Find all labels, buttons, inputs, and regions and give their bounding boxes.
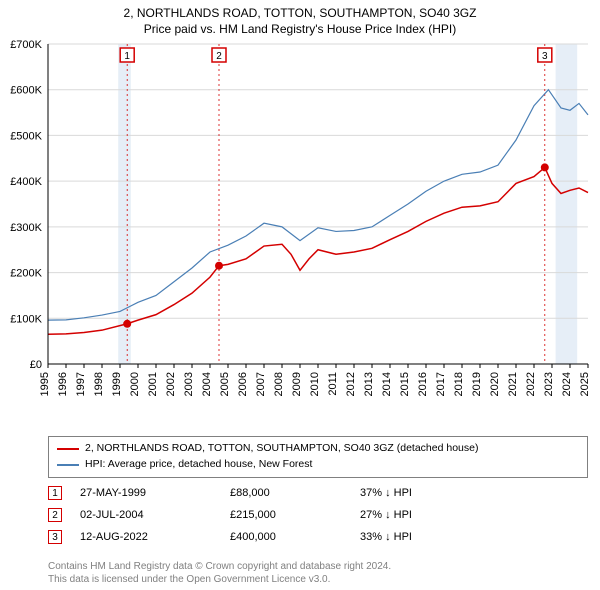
- chart-plot-area: £0£100K£200K£300K£400K£500K£600K£700K199…: [48, 44, 588, 404]
- legend-box: 2, NORTHLANDS ROAD, TOTTON, SOUTHAMPTON,…: [48, 436, 588, 478]
- svg-text:£600K: £600K: [10, 85, 42, 97]
- event-diff-2: 27% ↓ HPI: [360, 509, 588, 521]
- svg-text:£500K: £500K: [10, 130, 42, 142]
- svg-text:2000: 2000: [129, 372, 141, 396]
- svg-text:2024: 2024: [561, 372, 573, 396]
- svg-text:1998: 1998: [93, 372, 105, 396]
- event-marker-1: 1: [48, 486, 62, 500]
- svg-text:2011: 2011: [327, 372, 339, 396]
- legend-row-2: HPI: Average price, detached house, New …: [57, 457, 579, 473]
- svg-text:2025: 2025: [579, 372, 591, 396]
- legend-swatch-2: [57, 464, 79, 466]
- svg-text:1: 1: [124, 51, 130, 62]
- svg-text:2005: 2005: [219, 372, 231, 396]
- event-date-2: 02-JUL-2004: [80, 509, 230, 521]
- event-marker-3: 3: [48, 530, 62, 544]
- svg-text:2001: 2001: [147, 372, 159, 396]
- svg-text:2021: 2021: [507, 372, 519, 396]
- svg-text:1997: 1997: [75, 372, 87, 396]
- legend-swatch-1: [57, 448, 79, 450]
- event-row-1: 1 27-MAY-1999 £88,000 37% ↓ HPI: [48, 482, 588, 504]
- event-diff-3: 33% ↓ HPI: [360, 531, 588, 543]
- event-diff-1: 37% ↓ HPI: [360, 487, 588, 499]
- svg-text:1995: 1995: [39, 372, 51, 396]
- svg-text:£0: £0: [30, 359, 42, 371]
- svg-text:2015: 2015: [399, 372, 411, 396]
- chart-container: 2, NORTHLANDS ROAD, TOTTON, SOUTHAMPTON,…: [0, 0, 600, 590]
- svg-text:2009: 2009: [291, 372, 303, 396]
- chart-svg: £0£100K£200K£300K£400K£500K£600K£700K199…: [48, 44, 588, 404]
- footer-line-2: This data is licensed under the Open Gov…: [48, 573, 588, 586]
- footer-line-1: Contains HM Land Registry data © Crown c…: [48, 560, 588, 573]
- svg-text:£200K: £200K: [10, 268, 42, 280]
- events-table: 1 27-MAY-1999 £88,000 37% ↓ HPI 2 02-JUL…: [48, 482, 588, 548]
- svg-text:2: 2: [216, 51, 222, 62]
- svg-text:£400K: £400K: [10, 176, 42, 188]
- event-price-2: £215,000: [230, 509, 360, 521]
- svg-text:2017: 2017: [435, 372, 447, 396]
- svg-text:3: 3: [542, 51, 548, 62]
- event-row-3: 3 12-AUG-2022 £400,000 33% ↓ HPI: [48, 526, 588, 548]
- svg-text:£700K: £700K: [10, 39, 42, 51]
- event-date-3: 12-AUG-2022: [80, 531, 230, 543]
- legend-label-1: 2, NORTHLANDS ROAD, TOTTON, SOUTHAMPTON,…: [85, 441, 478, 457]
- svg-text:£300K: £300K: [10, 222, 42, 234]
- svg-text:2018: 2018: [453, 372, 465, 396]
- svg-text:2003: 2003: [183, 372, 195, 396]
- svg-text:2010: 2010: [309, 372, 321, 396]
- event-row-2: 2 02-JUL-2004 £215,000 27% ↓ HPI: [48, 504, 588, 526]
- svg-text:2023: 2023: [543, 372, 555, 396]
- svg-text:2012: 2012: [345, 372, 357, 396]
- event-price-1: £88,000: [230, 487, 360, 499]
- event-marker-2: 2: [48, 508, 62, 522]
- legend-label-2: HPI: Average price, detached house, New …: [85, 457, 312, 473]
- svg-text:2022: 2022: [525, 372, 537, 396]
- svg-text:2014: 2014: [381, 372, 393, 396]
- chart-subtitle: Price paid vs. HM Land Registry's House …: [0, 22, 600, 40]
- svg-text:2007: 2007: [255, 372, 267, 396]
- svg-text:2004: 2004: [201, 372, 213, 396]
- svg-text:2016: 2016: [417, 372, 429, 396]
- footer-note: Contains HM Land Registry data © Crown c…: [48, 560, 588, 586]
- svg-text:2008: 2008: [273, 372, 285, 396]
- event-date-1: 27-MAY-1999: [80, 487, 230, 499]
- event-price-3: £400,000: [230, 531, 360, 543]
- legend-row-1: 2, NORTHLANDS ROAD, TOTTON, SOUTHAMPTON,…: [57, 441, 579, 457]
- svg-text:£100K: £100K: [10, 313, 42, 325]
- svg-text:1996: 1996: [57, 372, 69, 396]
- svg-text:2013: 2013: [363, 372, 375, 396]
- svg-text:1999: 1999: [111, 372, 123, 396]
- svg-text:2002: 2002: [165, 372, 177, 396]
- svg-text:2020: 2020: [489, 372, 501, 396]
- svg-text:2006: 2006: [237, 372, 249, 396]
- svg-text:2019: 2019: [471, 372, 483, 396]
- chart-title: 2, NORTHLANDS ROAD, TOTTON, SOUTHAMPTON,…: [0, 0, 600, 22]
